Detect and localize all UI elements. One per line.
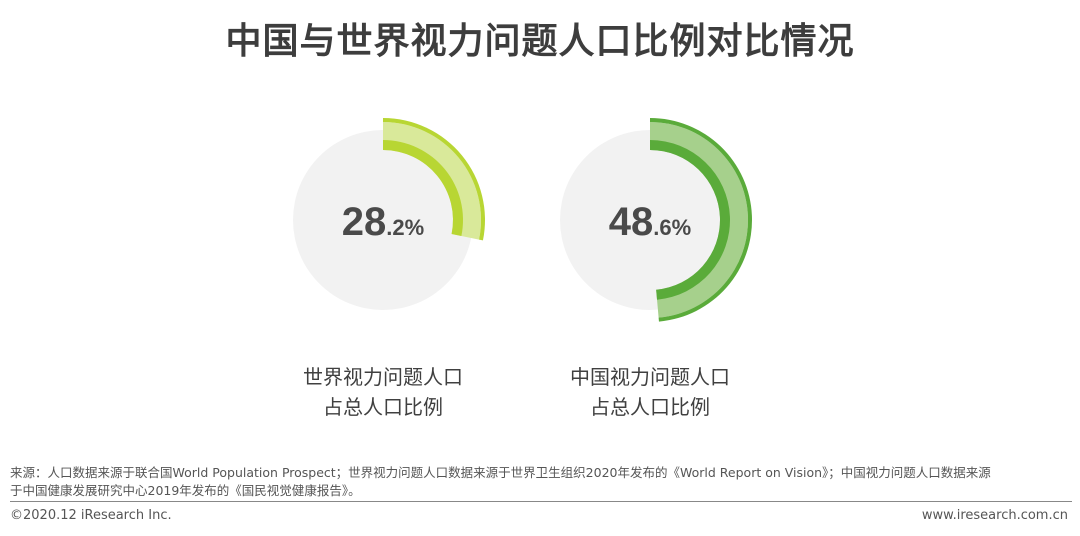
source-line-1: 来源：人口数据来源于联合国World Population Prospect；世… (10, 465, 991, 480)
donut-background (560, 130, 740, 310)
value-label-dec: .6% (653, 215, 691, 240)
value-arc-light (650, 122, 748, 318)
caption-line-2: 占总人口比例 (590, 395, 710, 419)
value-label-dec: .2% (386, 215, 424, 240)
value-arc-inner-band (650, 140, 731, 300)
caption-line-1: 中国视力问题人口 (570, 365, 730, 389)
website-link[interactable]: www.iresearch.com.cn (921, 508, 1068, 523)
value-arc-inner-band (383, 140, 464, 236)
donut-charts: 28.2% 48.6% (293, 118, 753, 322)
value-label-int: 28 (342, 200, 387, 244)
china-chart-caption: 中国视力问题人口 占总人口比例 (530, 362, 770, 422)
source-note: 来源：人口数据来源于联合国World Population Prospect；世… (10, 464, 1072, 500)
footer-divider (10, 501, 1072, 502)
page-title: 中国与世界视力问题人口比例对比情况 (225, 21, 855, 62)
donut-1: 48.6% (560, 118, 753, 322)
caption-line-2: 占总人口比例 (323, 395, 443, 419)
value-label-int: 48 (609, 200, 654, 244)
source-line-2: 于中国健康发展研究中心2019年发布的《国民视觉健康报告》。 (10, 483, 361, 498)
copyright: ©2020.12 iResearch Inc. (10, 508, 172, 523)
value-label: 28.2% (342, 200, 424, 244)
world-chart-caption: 世界视力问题人口 占总人口比例 (263, 362, 503, 422)
value-label: 48.6% (609, 200, 691, 244)
caption-line-1: 世界视力问题人口 (303, 365, 463, 389)
donut-0: 28.2% (293, 118, 486, 310)
donut-background (293, 130, 473, 310)
